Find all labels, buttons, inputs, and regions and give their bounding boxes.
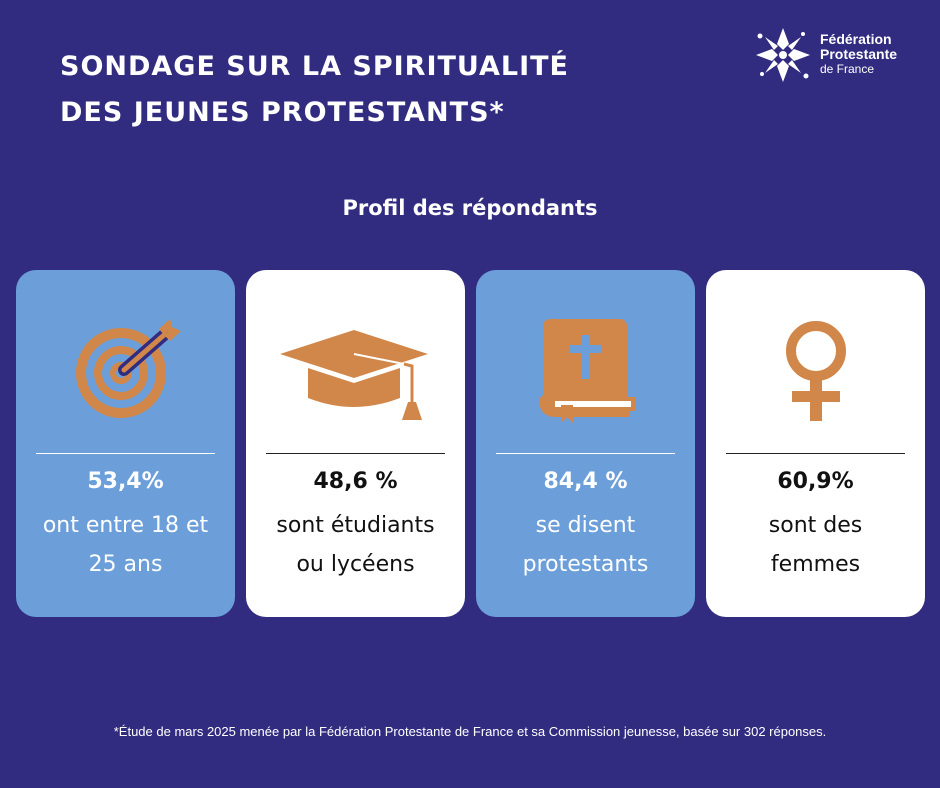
logo-line-3: de France (820, 62, 875, 76)
stat-description-line-1: sont étudiants (276, 513, 435, 538)
female-symbol-icon (706, 310, 925, 430)
logo-line-1: Fédération (820, 31, 892, 47)
graduation-cap-icon (246, 310, 465, 430)
stat-description-line-2: ou lycéens (296, 552, 415, 577)
stat-percentage: 53,4% (87, 469, 164, 494)
stat-description-line-2: 25 ans (88, 552, 163, 577)
logo-text: Fédération Protestante de France (820, 32, 897, 77)
card-divider (726, 453, 905, 454)
stat-card-age: 53,4% ont entre 18 et 25 ans (16, 270, 235, 617)
stat-description-line-1: se disent (535, 513, 636, 538)
stat-card-protestants: 84,4 % se disent protestants (476, 270, 695, 617)
stat-percentage: 60,9% (777, 469, 854, 494)
section-subtitle: Profil des répondants (342, 196, 598, 220)
logo-line-2: Protestante (820, 46, 898, 62)
card-divider (496, 453, 675, 454)
stat-percentage: 84,4 % (543, 469, 628, 494)
page-title: SONDAGE SUR LA SPIRITUALITÉ DES JEUNES P… (60, 44, 569, 136)
federation-logo: Fédération Protestante de France (752, 24, 922, 86)
title-line-2: DES JEUNES PROTESTANTS* (60, 97, 505, 128)
stat-description-line-1: ont entre 18 et (42, 513, 209, 538)
title-line-1: SONDAGE SUR LA SPIRITUALITÉ (60, 51, 570, 82)
card-divider (36, 453, 215, 454)
stat-description-line-1: sont des (768, 513, 863, 538)
stat-description-line-2: protestants (522, 552, 649, 577)
stat-description: ont entre 18 et 25 ans (16, 506, 235, 584)
card-divider (266, 453, 445, 454)
target-icon (16, 310, 235, 430)
footnote: *Étude de mars 2025 menée par la Fédérat… (113, 724, 827, 739)
stat-description: se disent protestants (476, 506, 695, 584)
stat-card-women: 60,9% sont des femmes (706, 270, 925, 617)
stat-card-students: 48,6 % sont étudiants ou lycéens (246, 270, 465, 617)
cross-star-logo-icon (756, 28, 810, 82)
stat-description: sont étudiants ou lycéens (246, 506, 465, 584)
stat-description-line-2: femmes (770, 552, 861, 577)
stat-description: sont des femmes (706, 506, 925, 584)
bible-icon (476, 310, 695, 430)
stat-percentage: 48,6 % (313, 469, 398, 494)
